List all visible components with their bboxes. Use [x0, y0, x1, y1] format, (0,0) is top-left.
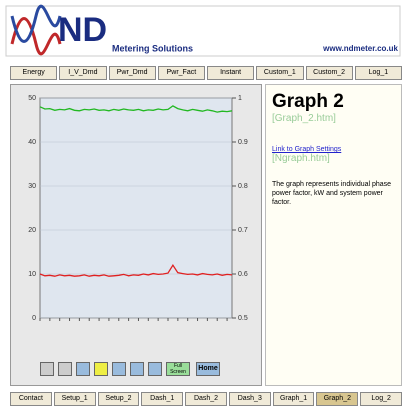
tab[interactable]: Energy: [10, 66, 58, 80]
button[interactable]: [148, 362, 162, 376]
logo-helix: [10, 17, 62, 56]
logo: ND: [58, 11, 107, 49]
plot-area: [39, 97, 233, 319]
series-line: [39, 263, 233, 277]
bottom-tabs: Contact Setup_1 Setup_2 Dash_1 Dash_2 Dash_3 G…: [10, 392, 403, 406]
y-tick-label: 20: [28, 227, 36, 234]
button[interactable]: [40, 362, 54, 376]
tab[interactable]: Graph_1: [272, 392, 315, 406]
logo-helix: [10, 4, 62, 43]
panel-title: Graph 2: [272, 91, 344, 112]
tab[interactable]: Setup_1: [53, 392, 96, 406]
series-line: [39, 105, 233, 113]
y-tick-label: 50: [28, 95, 36, 102]
tab[interactable]: Pwr_Fact: [157, 66, 205, 80]
tab[interactable]: Log_1: [354, 66, 402, 80]
y2-tick-label: 1: [238, 95, 242, 102]
tab[interactable]: Pwr_Dmd: [108, 66, 156, 80]
info-panel: Graph 2 [Graph_2.htm] Link to Graph Sett…: [265, 84, 402, 386]
brand: Metering Solutions: [112, 43, 193, 53]
y-tick-label: 10: [28, 271, 36, 278]
description: The graph represents individual phase po…: [272, 181, 392, 206]
y2-tick-label: 0.9: [238, 139, 248, 146]
tab[interactable]: Graph_2: [316, 392, 359, 406]
y2-tick-label: 0.6: [238, 271, 248, 278]
y2-tick-label: 0.5: [238, 315, 248, 322]
header: ND Metering Solutions www.ndmeter.co.uk: [5, 4, 401, 57]
tab[interactable]: Log_2: [360, 392, 403, 406]
tab[interactable]: I_V_Dmd: [59, 66, 107, 80]
home-button[interactable]: Home: [196, 362, 220, 376]
button[interactable]: [76, 362, 90, 376]
tab[interactable]: Setup_2: [97, 392, 140, 406]
tab[interactable]: Contact: [10, 392, 52, 406]
button[interactable]: [130, 362, 144, 376]
tab[interactable]: Custom_1: [256, 66, 304, 80]
y-tick-label: 40: [28, 139, 36, 146]
tab[interactable]: Instant: [207, 66, 255, 80]
button[interactable]: [94, 362, 108, 376]
panel-file: [Graph_2.htm]: [272, 113, 336, 124]
settings-file: [Ngraph.htm]: [272, 153, 330, 164]
y2-tick-label: 0.8: [238, 183, 248, 190]
tab[interactable]: Dash_2: [185, 392, 227, 406]
button[interactable]: [112, 362, 126, 376]
url: www.ndmeter.co.uk: [322, 44, 398, 53]
button[interactable]: [58, 362, 72, 376]
y-tick-label: 30: [28, 183, 36, 190]
tab[interactable]: Dash_1: [141, 392, 184, 406]
full-screen-button[interactable]: Full Screen: [166, 362, 190, 376]
chart: 0 10 20 30 40 50 0.5 0.6 0.7 0.8 0.9 1: [28, 95, 248, 322]
tab[interactable]: Dash_3: [228, 392, 271, 406]
header-box: [5, 5, 401, 57]
settings-link[interactable]: Link to Graph Settings: [272, 146, 342, 153]
top-tabs: Energy I_V_Dmd Pwr_Dmd Pwr_Fact Instant Custo…: [10, 66, 402, 80]
tab[interactable]: Custom_2: [305, 66, 353, 80]
y-tick-label: 0: [32, 315, 36, 322]
y2-tick-label: 0.7: [238, 227, 248, 234]
